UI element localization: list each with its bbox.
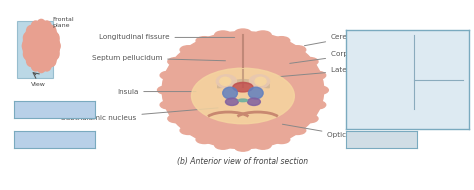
Ellipse shape <box>160 101 177 109</box>
Ellipse shape <box>37 19 46 30</box>
Ellipse shape <box>248 87 263 99</box>
Text: View: View <box>30 82 46 87</box>
Ellipse shape <box>191 68 294 124</box>
Ellipse shape <box>233 82 253 92</box>
Ellipse shape <box>255 31 271 39</box>
Ellipse shape <box>215 141 231 149</box>
Text: Frontal
plane: Frontal plane <box>53 17 74 28</box>
Ellipse shape <box>216 75 237 88</box>
Text: Corpus callosum: Corpus callosum <box>290 51 391 63</box>
Ellipse shape <box>220 77 231 85</box>
Ellipse shape <box>273 37 290 45</box>
Ellipse shape <box>50 32 59 43</box>
Text: (b) Anterior view of frontal section: (b) Anterior view of frontal section <box>177 157 309 166</box>
Ellipse shape <box>235 29 251 37</box>
Ellipse shape <box>309 101 326 109</box>
Text: Subthalamic nucleus: Subthalamic nucleus <box>61 108 218 121</box>
Ellipse shape <box>289 126 306 135</box>
Ellipse shape <box>196 37 213 45</box>
Ellipse shape <box>31 21 40 32</box>
Ellipse shape <box>255 77 266 85</box>
Ellipse shape <box>47 26 56 36</box>
Ellipse shape <box>238 99 247 102</box>
Ellipse shape <box>23 32 32 43</box>
Ellipse shape <box>52 41 60 51</box>
Text: Septum pellucidum: Septum pellucidum <box>91 55 226 61</box>
Ellipse shape <box>255 141 271 149</box>
Ellipse shape <box>23 21 60 71</box>
Ellipse shape <box>196 135 213 143</box>
Text: Longitudinal fissure: Longitudinal fissure <box>99 34 235 40</box>
Ellipse shape <box>23 49 32 59</box>
Text: Optic tract: Optic tract <box>283 124 366 139</box>
Ellipse shape <box>43 21 51 32</box>
FancyBboxPatch shape <box>17 21 53 78</box>
Ellipse shape <box>312 86 328 94</box>
Ellipse shape <box>180 46 197 54</box>
Ellipse shape <box>249 75 270 88</box>
Ellipse shape <box>180 126 197 135</box>
Ellipse shape <box>168 115 184 123</box>
Ellipse shape <box>162 32 324 149</box>
Ellipse shape <box>31 60 40 71</box>
Ellipse shape <box>47 56 56 66</box>
Ellipse shape <box>160 71 177 79</box>
Ellipse shape <box>43 60 51 71</box>
Ellipse shape <box>50 49 59 59</box>
Ellipse shape <box>27 56 35 66</box>
Ellipse shape <box>157 86 174 94</box>
Ellipse shape <box>235 143 251 151</box>
Ellipse shape <box>301 115 318 123</box>
Ellipse shape <box>215 31 231 39</box>
Ellipse shape <box>223 87 237 99</box>
Ellipse shape <box>247 98 260 105</box>
Ellipse shape <box>301 58 318 66</box>
Ellipse shape <box>289 46 306 54</box>
Ellipse shape <box>309 71 326 79</box>
Ellipse shape <box>37 62 46 73</box>
Text: Insula: Insula <box>117 89 196 95</box>
Text: Lateral ventricle: Lateral ventricle <box>279 67 390 77</box>
Ellipse shape <box>27 26 35 36</box>
Ellipse shape <box>22 41 31 51</box>
Ellipse shape <box>168 58 184 66</box>
Text: Cerebrum: Cerebrum <box>304 34 367 46</box>
Ellipse shape <box>273 135 290 143</box>
Ellipse shape <box>226 98 238 105</box>
